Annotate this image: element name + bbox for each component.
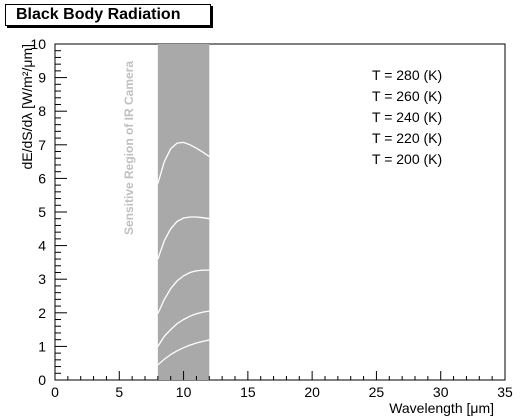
x-tick-label: 10 <box>176 384 192 400</box>
y-tick-label: 9 <box>38 70 46 86</box>
legend-entry: T = 280 (K) <box>372 67 442 83</box>
axes-group: 0 5 10 15 20 25 30 35 0 1 2 3 4 5 6 7 8 9 10 <box>30 36 513 400</box>
x-tick-label: 0 <box>51 384 59 400</box>
y-tick-label: 6 <box>38 170 46 186</box>
series-line-4 <box>157 339 210 366</box>
series-line-2 <box>157 269 210 314</box>
x-tick-label: 30 <box>433 384 449 400</box>
x-tick-label: 15 <box>240 384 256 400</box>
x-tick-label: 5 <box>115 384 123 400</box>
y-tick-label: 4 <box>38 238 46 254</box>
chart-title: Black Body Radiation <box>5 4 211 26</box>
band-label: Sensitive Region of IR Camera <box>122 61 136 235</box>
y-tick-label: 10 <box>30 36 46 52</box>
x-tick-label: 20 <box>304 384 320 400</box>
series-line-3 <box>157 310 210 347</box>
series-line-0 <box>157 141 210 184</box>
y-tick-label: 3 <box>38 271 46 287</box>
y-tick-label: 1 <box>38 338 46 354</box>
legend-entry: T = 260 (K) <box>372 88 442 104</box>
y-axis-label: dE/dS/dλ [W/m²/μm] <box>19 44 35 170</box>
legend-entry: T = 200 (K) <box>372 151 442 167</box>
y-tick-label: 5 <box>38 204 46 220</box>
y-tick-label: 7 <box>38 137 46 153</box>
legend-entry: T = 220 (K) <box>372 130 442 146</box>
x-tick-label: 35 <box>497 384 513 400</box>
x-tick-label: 25 <box>369 384 385 400</box>
sensitive-band <box>157 44 210 380</box>
legend-entry: T = 240 (K) <box>372 109 442 125</box>
curve-group <box>157 141 210 366</box>
legend: T = 280 (K) T = 260 (K) T = 240 (K) T = 220… <box>372 67 442 167</box>
x-axis-label: Wavelength [μm] <box>389 400 494 416</box>
y-tick-label: 0 <box>38 372 46 388</box>
y-tick-label: 8 <box>38 103 46 119</box>
series-line-1 <box>157 216 210 260</box>
y-tick-label: 2 <box>38 305 46 321</box>
